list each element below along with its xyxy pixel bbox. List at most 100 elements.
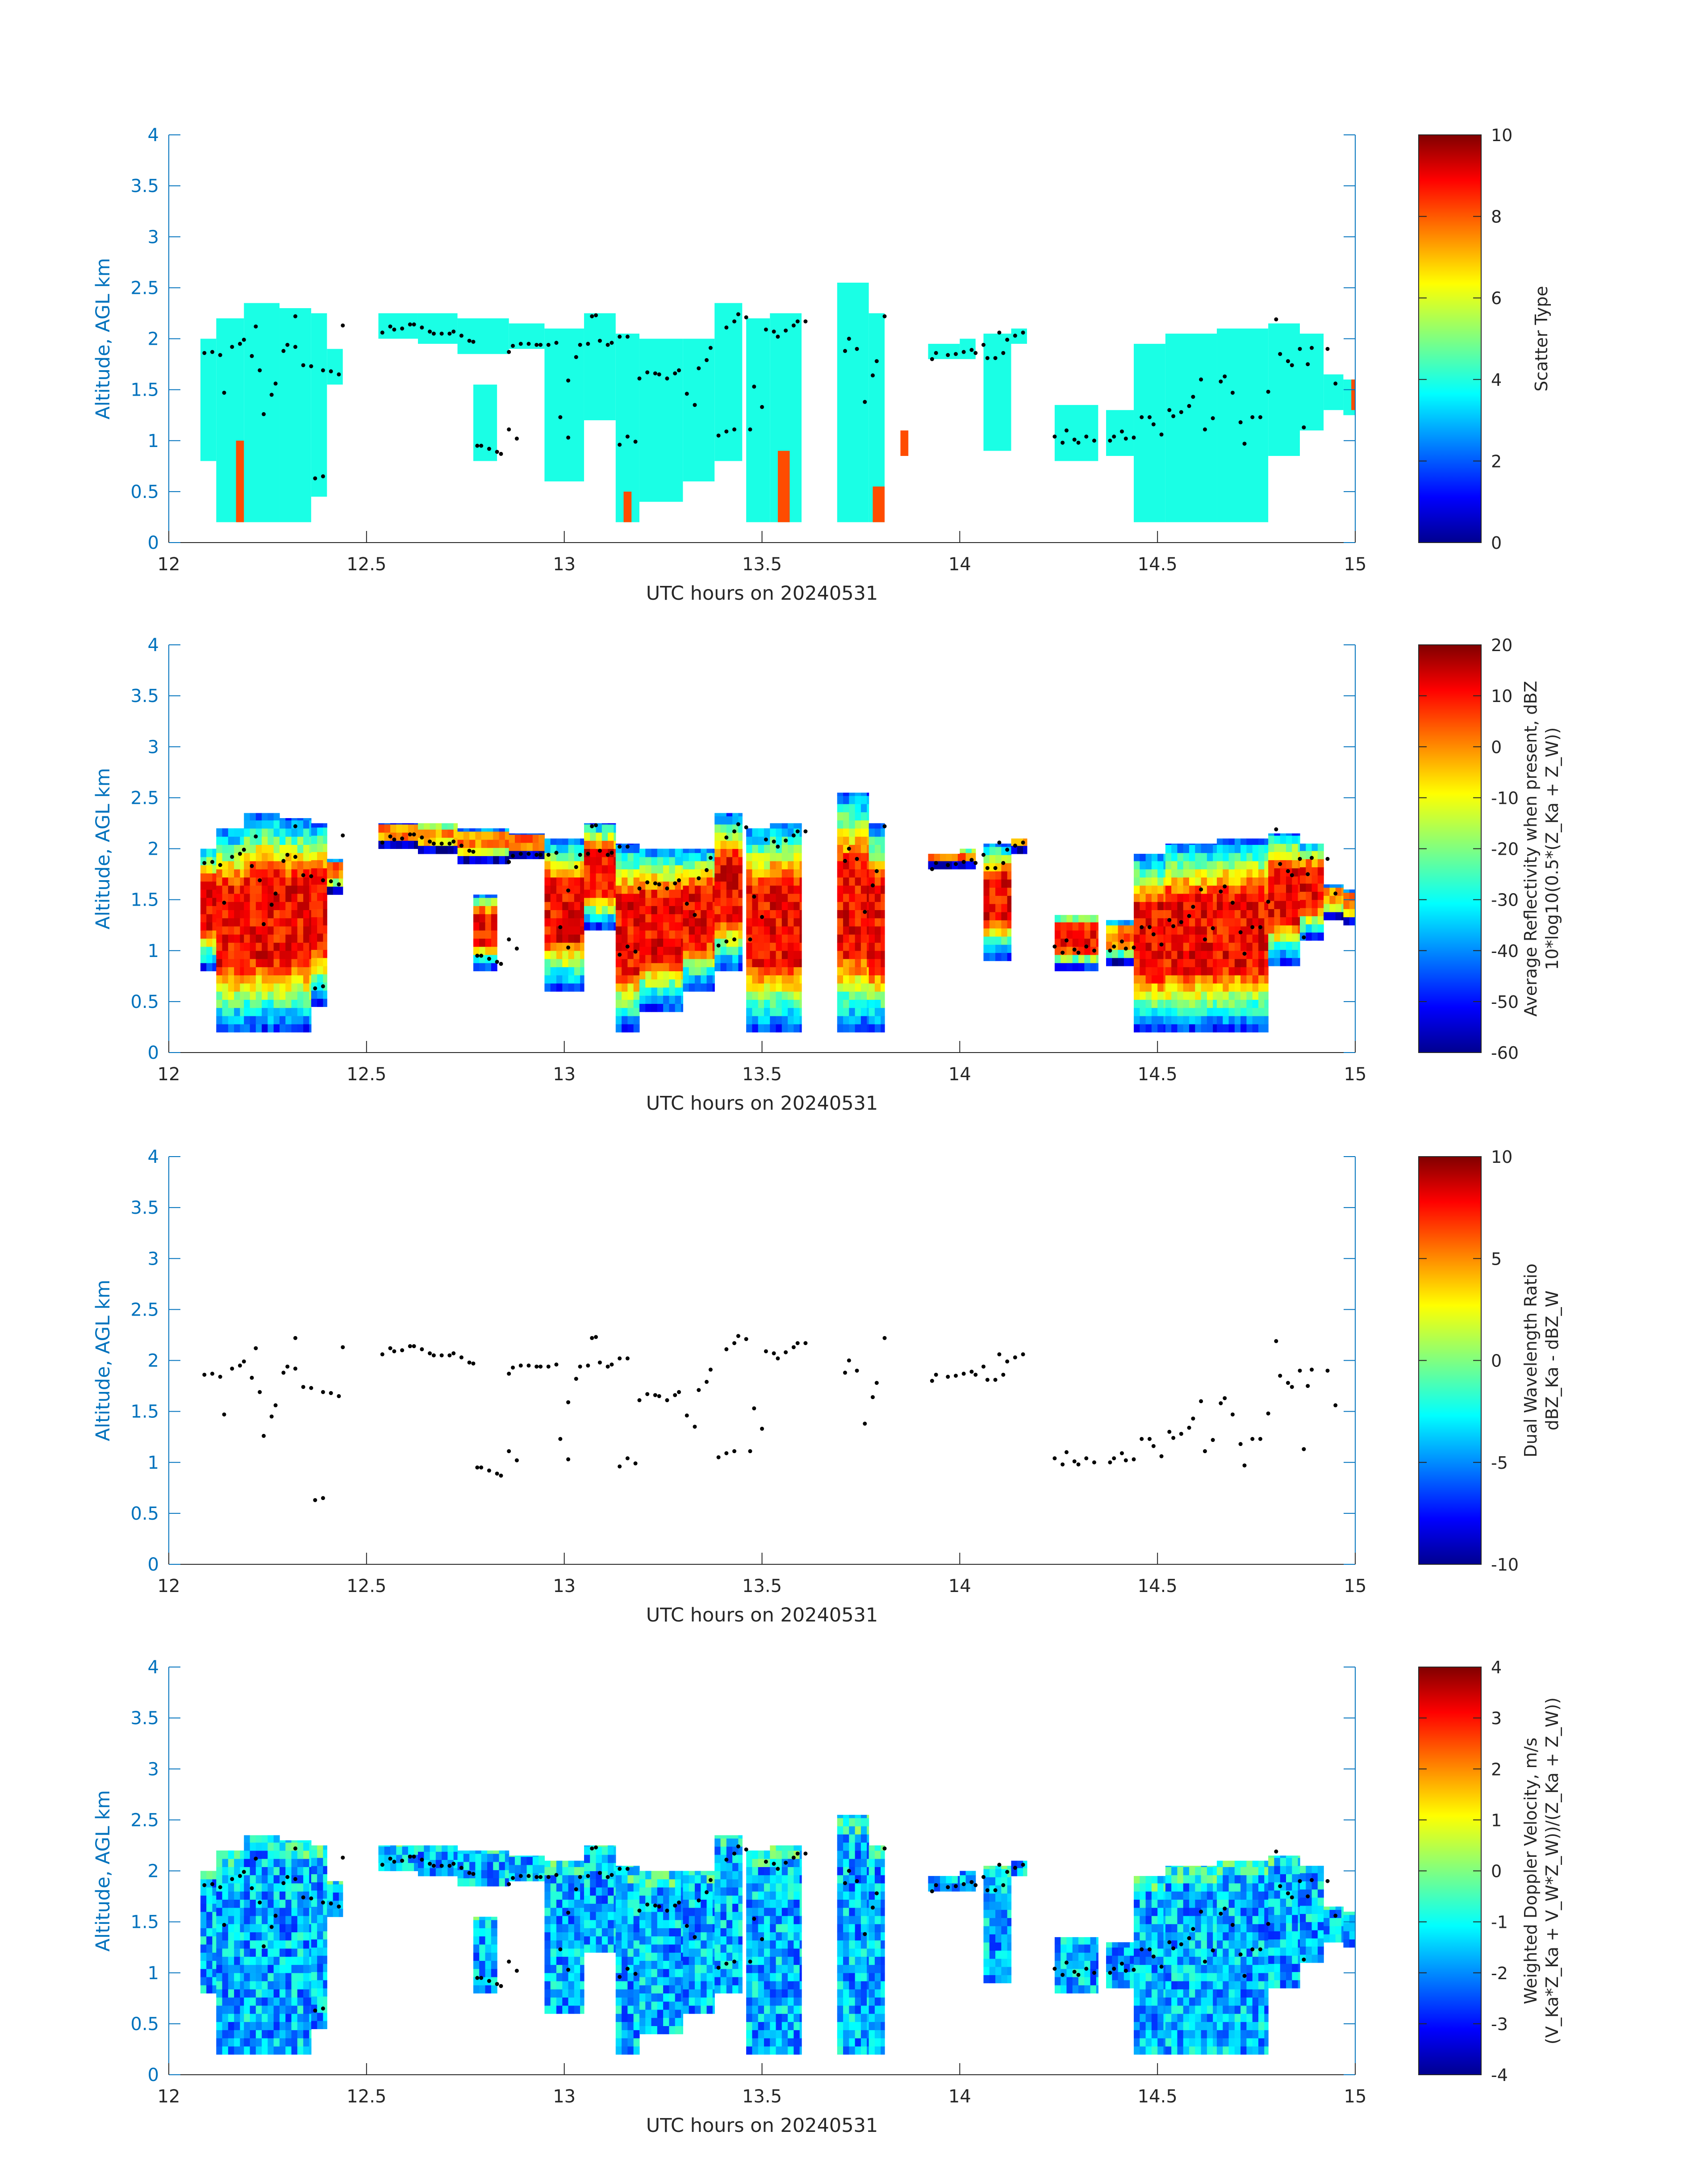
field-cell [1134,902,1140,911]
field-cell [1195,934,1202,943]
field-cell [262,1024,268,1032]
field-cell [843,1024,849,1032]
field-cell [1246,1007,1253,1016]
field-cell [384,832,391,841]
cloud-top-point [467,1360,472,1365]
field-cell [1157,902,1164,911]
field-cell [940,853,946,861]
field-cell [1234,877,1241,886]
field-cell [855,942,861,951]
field-cell [1240,861,1247,869]
field-cell [442,1845,448,1852]
field-cell [1165,869,1172,878]
field-cell [216,934,223,943]
field-cell [556,967,563,976]
field-cell [430,1845,436,1852]
field-cell [1151,983,1158,992]
field-cell [491,1985,497,1993]
field-cell [327,1892,334,1901]
field-cell [285,869,292,878]
field-cell [273,1835,280,1843]
field-cell [627,2014,634,2022]
field-cell [396,823,403,825]
field-cell [285,1015,292,1024]
field-cell [544,942,551,951]
field-cell [297,967,304,976]
field-cell [550,1981,557,1989]
field-cell [273,1891,280,1900]
field-cell [1151,942,1158,951]
field-cell [614,1903,616,1912]
cloud-top-point [618,443,622,447]
field-cell [1268,833,1275,836]
field-cell [1201,918,1207,927]
field-cell [1151,950,1158,959]
field-cell [317,941,324,950]
field-cell [568,950,575,959]
field-cell [694,848,701,853]
field-cell [469,1853,476,1862]
field-cell [837,852,844,861]
field-cell [396,1845,403,1847]
field-cell [323,957,327,966]
field-cell [250,828,256,837]
field-cell [244,2005,251,2014]
field-cell [770,852,777,861]
field-cell [291,2005,298,2014]
field-cell [837,861,844,869]
cloud-top-point [1278,352,1282,356]
field-cell [240,1940,244,1949]
y-tick-label: 2.5 [130,1300,159,1320]
field-cell [240,1915,244,1924]
field-cell [262,861,268,869]
field-cell [608,914,614,923]
field-cell [758,983,764,992]
field-cell [694,1956,701,1965]
field-cell [550,983,557,992]
field-cell [712,1883,715,1892]
field-cell [311,1964,317,1972]
field-cell [240,1948,244,1957]
field-cell [627,1891,634,1900]
field-cell [1001,844,1008,847]
field-cell [934,853,940,861]
field-cell [487,828,493,832]
field-cell [683,1871,689,1876]
field-cell [770,869,777,878]
field-cell [689,1964,695,1973]
cloud-top-point [1290,873,1294,877]
field-cell [1163,926,1166,935]
field-cell [714,1879,721,1888]
field-cell [633,902,640,911]
field-cell [1240,934,1247,943]
field-cell [855,836,861,845]
cloud-top-point [969,858,974,862]
field-cell [475,1870,482,1879]
field-cell [550,1956,557,1965]
field-cell [681,971,683,980]
field-cell [615,844,622,845]
field-cell [770,950,777,959]
field-cell [867,999,869,1008]
field-cell [694,1883,701,1892]
field-cell [746,983,752,992]
field-cell [738,889,743,898]
cloud-top-point [953,1374,958,1378]
cloud-top-point [258,1390,262,1394]
field-cell [222,1850,229,1859]
field-cell [645,1968,652,1977]
cloud-top-point [1325,1368,1330,1373]
field-cell [639,914,646,923]
field-cell [473,914,480,923]
field-cell [681,1903,683,1912]
field-cell [1252,1015,1259,1024]
field-cell [681,1993,683,2002]
field-cell [222,1956,229,1965]
field-cell [633,869,640,878]
field-cell [701,959,707,967]
field-cell [418,837,424,846]
field-cell [212,1944,217,1953]
field-cell [509,842,515,851]
field-cell [683,967,689,976]
field-cell [1280,835,1286,844]
